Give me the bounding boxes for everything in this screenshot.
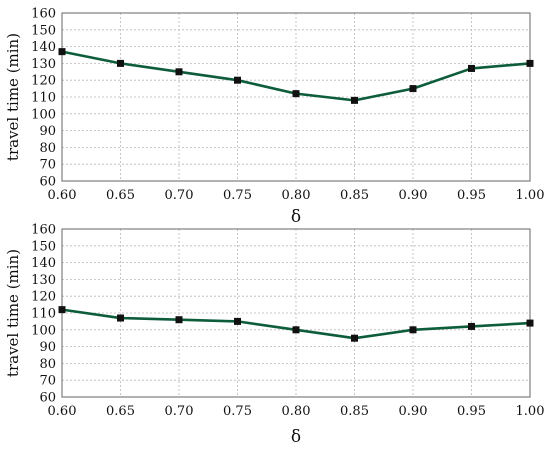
y-tick-label: 60 [39,391,56,406]
y-axis-label: travel time (min) [4,33,22,161]
data-point-marker [292,90,300,98]
y-tick-label: 140 [31,40,56,55]
x-tick-label: 0.60 [48,404,77,419]
data-point-marker [234,76,241,84]
x-tick-label: 0.90 [399,188,428,203]
x-tick-label: 0.70 [165,404,194,419]
x-tick-label: 0.95 [457,188,486,203]
data-point-marker [292,326,300,334]
data-point-marker [409,85,417,93]
x-tick-label: 0.85 [340,404,369,419]
data-point-marker [526,59,534,67]
x-tick-label: 0.90 [399,404,428,419]
y-tick-label: 130 [31,273,56,288]
data-point-marker [117,59,124,67]
y-tick-label: 70 [39,158,56,173]
y-tick-label: 120 [31,74,56,89]
data-point-marker [526,319,534,327]
data-point-marker [58,306,66,314]
data-point-marker [351,96,358,104]
x-tick-label: 0.95 [457,404,486,419]
x-tick-label: 0.75 [223,188,252,203]
y-tick-label: 60 [39,175,56,190]
data-point-marker [175,68,183,76]
x-tick-label: 0.60 [48,188,77,203]
y-tick-label: 110 [31,91,56,106]
y-tick-label: 100 [31,107,56,122]
plot-frame [61,12,531,182]
x-axis-label: δ [291,427,301,447]
data-point-marker [117,314,124,322]
y-tick-label: 160 [31,223,56,238]
data-point-marker [175,316,183,324]
data-point-marker [351,334,358,342]
x-tick-label: 0.75 [223,404,252,419]
y-tick-label: 90 [39,124,56,139]
y-tick-label: 80 [39,357,56,372]
y-tick-label: 120 [31,290,56,305]
y-tick-label: 140 [31,256,56,271]
x-tick-label: 0.65 [106,404,135,419]
y-tick-label: 90 [39,340,56,355]
x-tick-label: 0.70 [165,188,194,203]
data-point-marker [234,317,241,325]
y-tick-label: 130 [31,57,56,72]
data-point-marker [468,322,475,330]
x-tick-label: 0.65 [106,188,135,203]
x-axis-label: δ [291,207,301,227]
x-tick-label: 0.80 [282,404,311,419]
data-point-marker [58,48,66,56]
data-point-marker [468,64,475,72]
x-tick-label: 1.00 [516,188,545,203]
y-tick-label: 150 [31,239,56,254]
x-tick-label: 0.80 [282,188,311,203]
x-tick-label: 0.85 [340,188,369,203]
y-tick-label: 160 [31,7,56,22]
y-axis-label: travel time (min) [4,249,22,377]
data-point-marker [409,326,417,334]
y-tick-label: 70 [39,374,56,389]
x-tick-label: 1.00 [516,404,545,419]
y-tick-label: 150 [31,23,56,38]
y-tick-label: 100 [31,323,56,338]
y-tick-label: 80 [39,141,56,156]
y-tick-label: 110 [31,307,56,322]
